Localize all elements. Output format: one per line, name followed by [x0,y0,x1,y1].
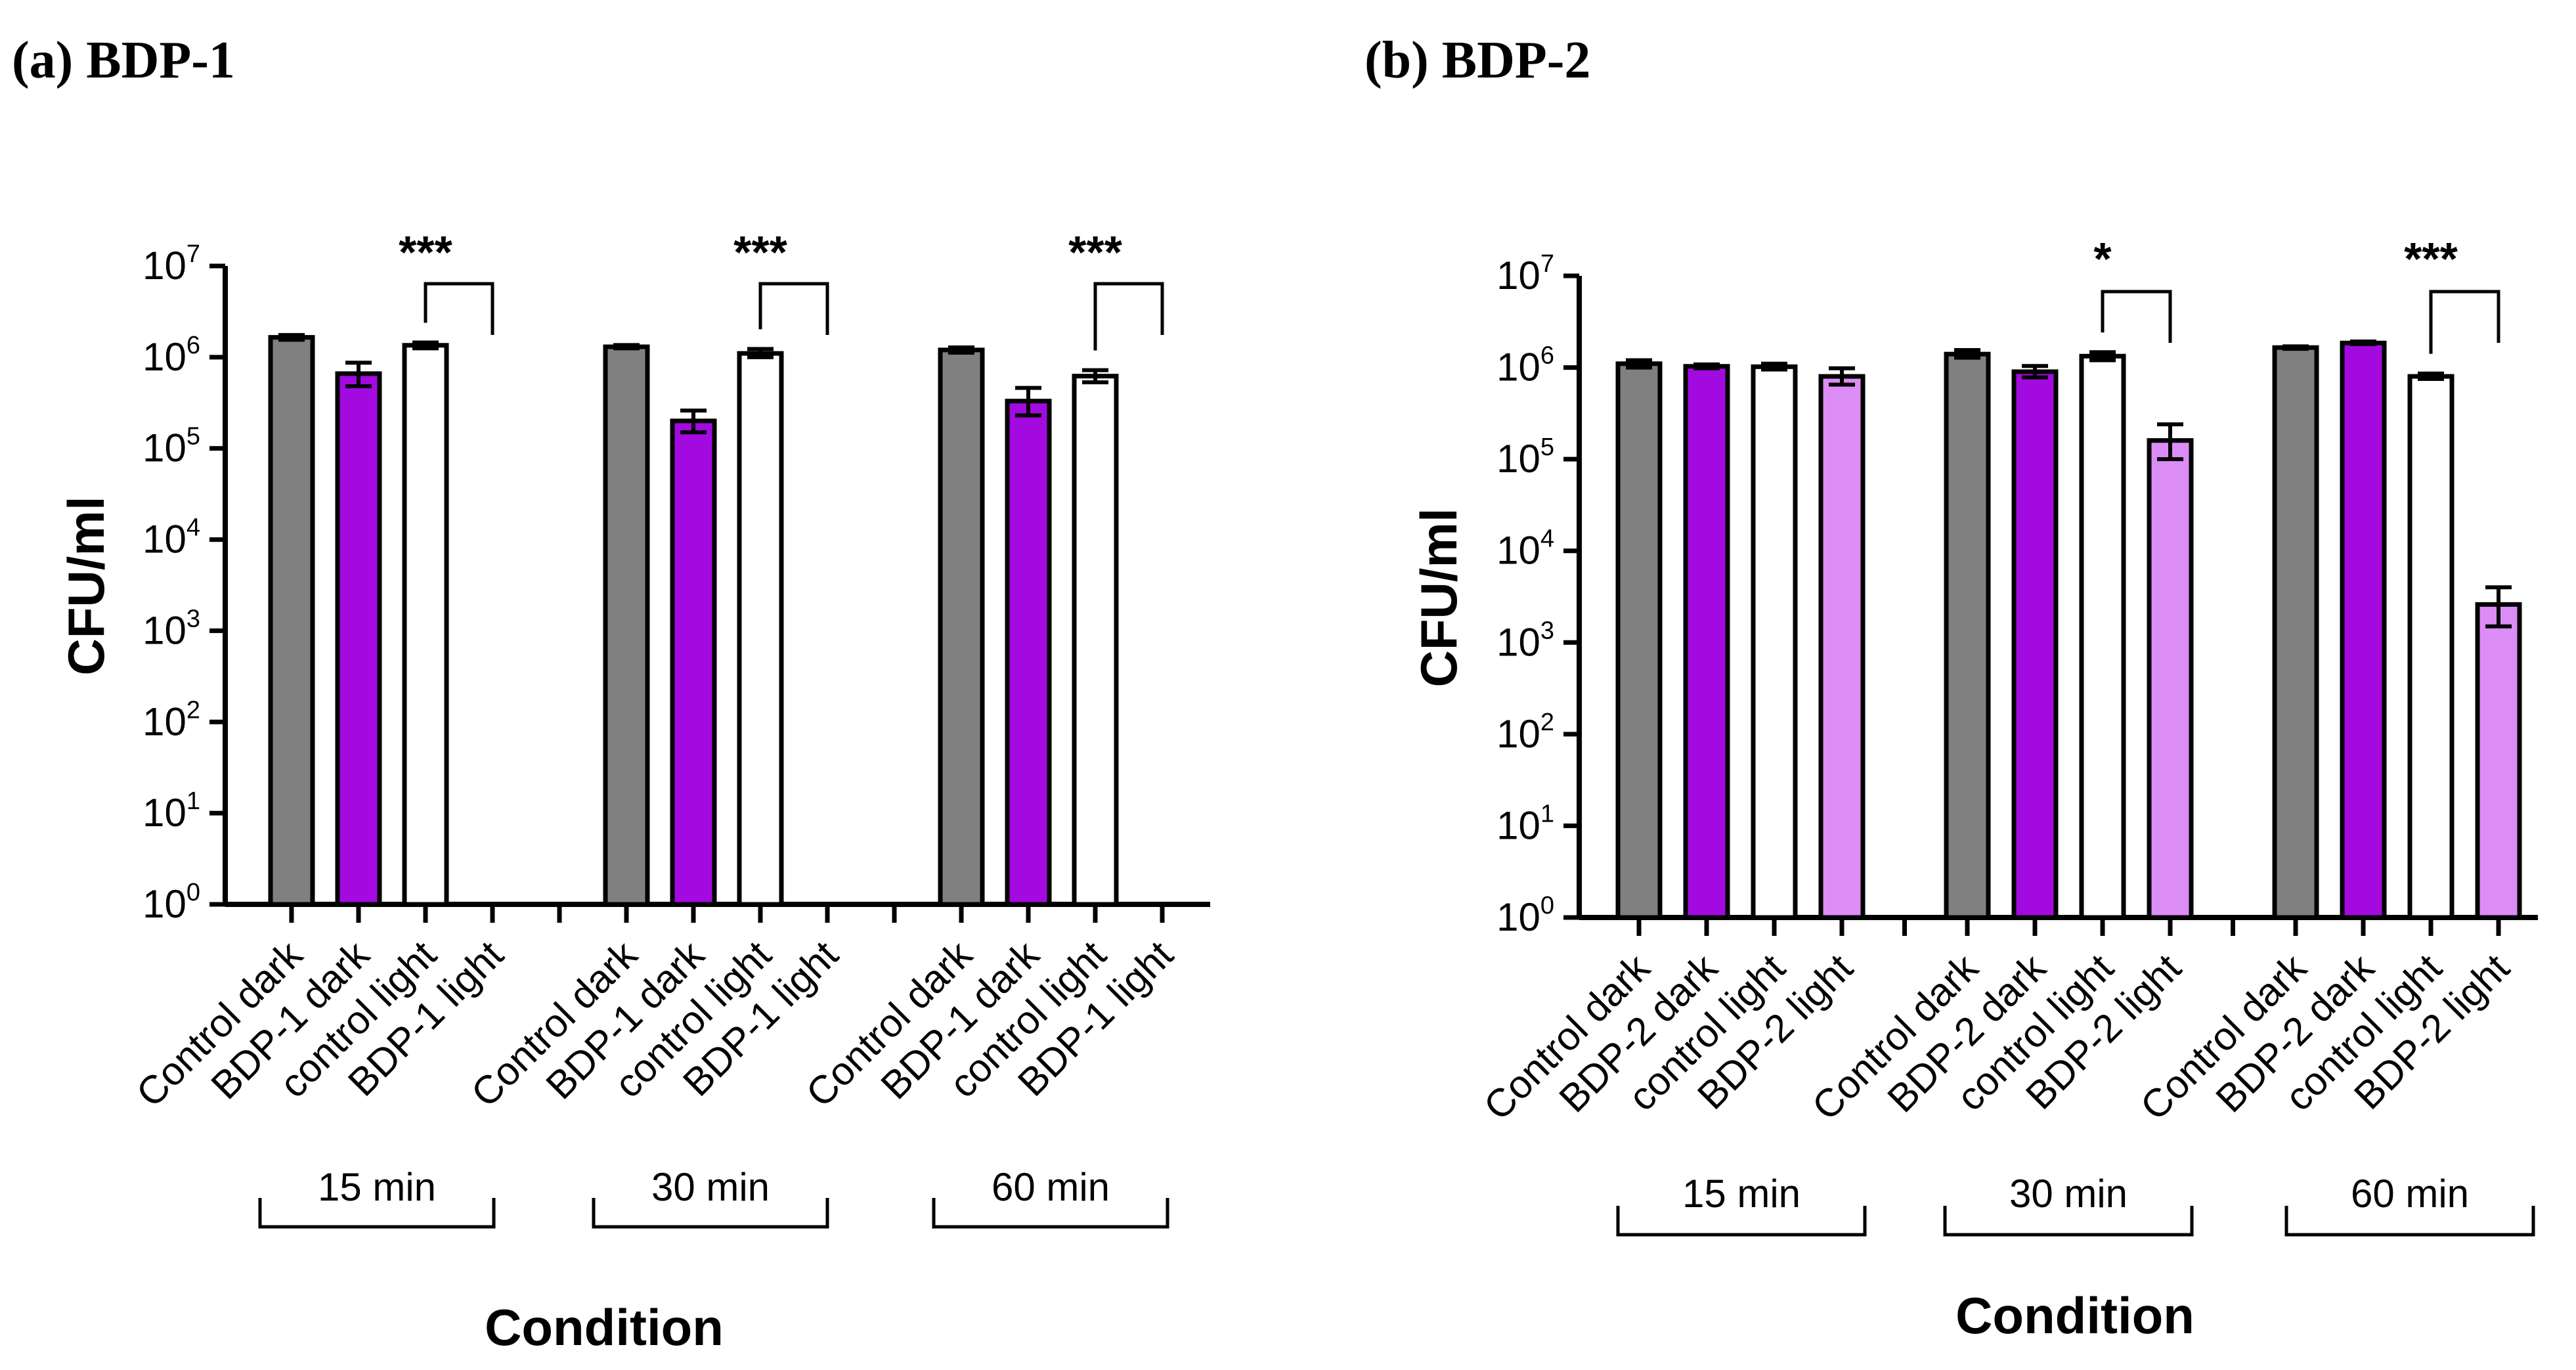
panel-a-group-label: 30 min [651,1165,770,1209]
panel-b-bar [2340,340,2387,920]
panel-a-bar [603,344,650,907]
panel-a-y-tick-label: 107 [142,240,200,288]
panel-b-y-tick-label: 103 [1496,617,1554,664]
panel-b-bar [2407,374,2455,920]
panel-a-y-tick-label: 105 [142,423,200,470]
panel-b-group-label: 15 min [1682,1172,1801,1216]
panel-b-bar [2272,345,2319,920]
panel-b-x-axis-title: Condition [1955,1287,2194,1344]
panel-b-bar [1683,364,1730,920]
panel-a-bar [335,371,382,907]
panel-b-group-label: 30 min [2009,1172,2128,1216]
panel-a-bar [737,351,784,907]
panel-b-y-tick-label: 102 [1496,709,1554,756]
panel-b-significance-bracket [2429,290,2500,354]
panel-b-bar [1818,374,1866,920]
panel-a-y-tick-label: 102 [142,696,200,743]
panel-b-title: (b) BDP-2 [1364,32,1590,89]
panel-a-chart: (a) BDP-1 Condition CFU/ml 100 101 102 103 1… [12,32,1210,1356]
panel-a-y-tick-label: 106 [142,332,200,379]
panel-b-bar [1944,351,1991,920]
panel-b-y-tick-label: 107 [1496,250,1554,298]
panel-a-bar [402,343,449,907]
panel-b-y-axis-title: CFU/ml [1410,508,1468,688]
panel-a-title: (a) BDP-1 [12,32,235,89]
panel-b-bar [2147,438,2194,920]
panel-a-significance-label: *** [399,227,452,278]
panel-a-group-bracket [592,1198,829,1229]
panel-a-y-axis-title: CFU/ml [57,497,115,676]
panel-b-significance-label: * [2093,233,2112,284]
panel-a-y-tick-label: 101 [142,787,200,835]
panel-b-bar [2079,353,2126,920]
panel-a-bar [1072,374,1119,907]
panel-a-significance-label: *** [733,227,787,278]
panel-b-bar [1751,364,1798,920]
panel-b-group-bracket [2284,1206,2535,1237]
panel-b-group-bracket [1943,1206,2194,1237]
panel-a-bar [938,347,985,907]
panel-a-group-label: 15 min [318,1165,436,1209]
panel-b-y-tick-label: 100 [1496,892,1554,939]
panel-b-y-tick-label: 101 [1496,800,1554,847]
panel-b-group-bracket [1616,1206,1867,1237]
panel-b-y-tick-label: 104 [1496,525,1554,573]
panel-a-group-bracket [932,1198,1169,1229]
panel-b-bar [1615,361,1663,920]
panel-a-bar [268,335,315,907]
panel-a-significance-bracket [424,282,494,335]
panel-b-bar [2475,602,2522,920]
panel-a-group-label: 60 min [992,1165,1110,1209]
panel-b-group-label: 60 min [2351,1172,2469,1216]
panel-a-y-tick-label: 100 [142,879,200,926]
panel-a-significance-label: *** [1068,227,1122,278]
panel-b-significance-label: *** [2404,233,2458,284]
panel-a-significance-bracket [1093,282,1164,351]
panel-a-bar [1005,399,1052,907]
panel-b-chart: (b) BDP-2 Condition CFU/ml 100 101 102 103 1… [1364,32,2538,1344]
panel-b-y-tick-label: 105 [1496,433,1554,481]
panel-a-y-tick-label: 103 [142,605,200,652]
panel-a-bar [670,418,717,907]
panel-a-y-tick-label: 104 [142,514,200,562]
panel-a-x-axis-title: Condition [485,1298,724,1356]
panel-b-bar [2011,369,2059,920]
panel-b-significance-bracket [2101,290,2172,343]
panel-a-significance-bracket [758,282,829,335]
panel-b-y-tick-label: 106 [1496,342,1554,389]
panel-a-group-bracket [258,1198,496,1229]
